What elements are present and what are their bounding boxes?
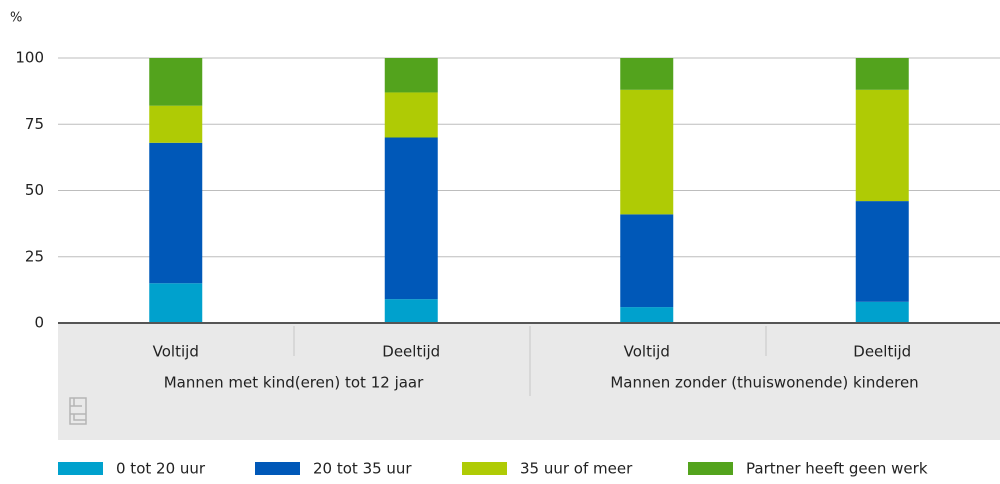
bar-segment <box>149 105 203 143</box>
legend-swatch <box>688 462 733 475</box>
x-tick-label: Deeltijd <box>382 343 440 361</box>
y-tick-label: 50 <box>25 181 44 199</box>
bar-segment <box>855 89 909 202</box>
bar-segment <box>149 283 203 323</box>
legend-swatch <box>462 462 507 475</box>
bar-segment <box>620 58 674 90</box>
legend-swatch <box>58 462 103 475</box>
bar-segment <box>855 58 909 90</box>
group-label: Mannen zonder (thuiswonende) kinderen <box>610 374 918 392</box>
bar-segment <box>620 89 674 215</box>
legend-label: 35 uur of meer <box>520 460 633 478</box>
y-tick-label: 100 <box>15 49 44 67</box>
bar-segment <box>855 301 909 323</box>
bar-segment <box>149 58 203 106</box>
legend-label: 0 tot 20 uur <box>116 460 206 478</box>
group-label: Mannen met kind(eren) tot 12 jaar <box>164 374 424 392</box>
bar-segment <box>384 137 438 300</box>
x-tick-label: Voltijd <box>153 343 199 361</box>
bar-segment <box>384 58 438 93</box>
legend-swatch <box>255 462 300 475</box>
bar-segment <box>149 142 203 284</box>
x-tick-label: Deeltijd <box>853 343 911 361</box>
legend-label: 20 tot 35 uur <box>313 460 412 478</box>
y-tick-label: 25 <box>25 247 44 265</box>
y-axis-label: % <box>10 11 22 26</box>
logo <box>69 397 87 425</box>
bar-segment <box>384 299 438 323</box>
legend-label: Partner heeft geen werk <box>746 460 928 478</box>
bar-segment <box>620 307 674 323</box>
x-tick-label: Voltijd <box>624 343 670 361</box>
bar-segment <box>855 201 909 302</box>
y-tick-label: 0 <box>34 314 44 332</box>
y-tick-label: 75 <box>25 115 44 133</box>
bar-segment <box>384 92 438 138</box>
category-panel <box>58 323 1000 440</box>
bar-segment <box>620 214 674 308</box>
